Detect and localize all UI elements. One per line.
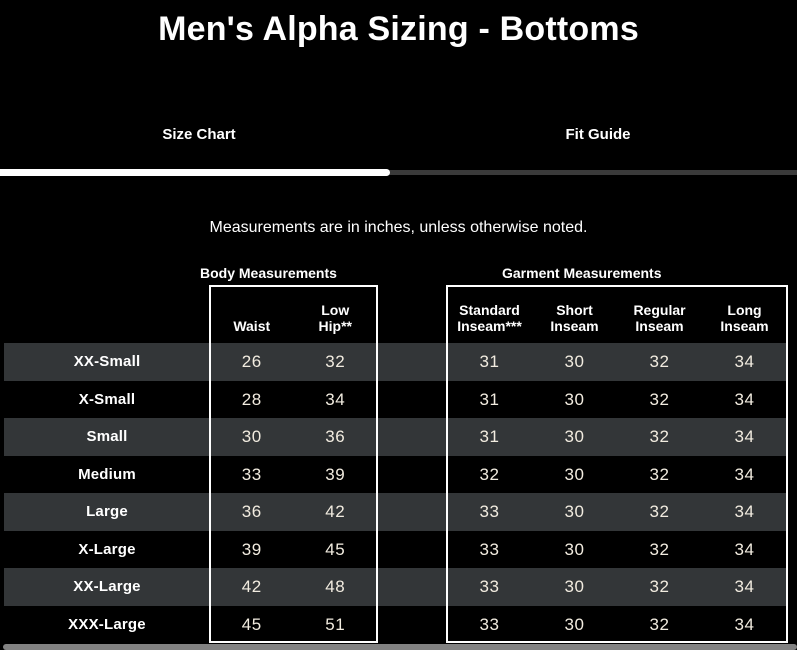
measurement-cell: 30 (564, 389, 585, 409)
measurement-cell: 39 (325, 464, 346, 484)
measurement-cell: 33 (479, 577, 500, 596)
measurement-cell: 30 (564, 352, 585, 371)
size-label-cell: X-Small (78, 390, 136, 408)
measurement-cell: 34 (734, 614, 755, 634)
tab-underline-track (0, 170, 797, 175)
measurement-cell: 32 (649, 539, 670, 559)
measurement-cell: 34 (734, 502, 755, 521)
column-header-label: Long Inseam (720, 302, 769, 334)
table-row: Small 30 36 31 30 32 34 (4, 418, 787, 456)
measurement-cell: 30 (564, 577, 585, 596)
table-row: XX-Small 26 32 31 30 32 34 (4, 343, 787, 381)
measurement-cell: 32 (649, 389, 670, 409)
measurement-cell: 45 (241, 614, 262, 634)
measurement-cell: 42 (325, 502, 346, 521)
measurement-cell: 32 (649, 427, 670, 446)
measurement-cell: 45 (325, 539, 346, 559)
measurement-cell: 32 (649, 577, 670, 596)
size-label-cell: Large (86, 503, 128, 520)
measurement-note: Measurements are in inches, unless other… (209, 219, 588, 236)
measurement-cell: 28 (241, 389, 262, 409)
measurement-cell: 39 (241, 539, 262, 559)
measurement-cell: 33 (479, 502, 500, 521)
horizontal-scrollbar[interactable] (3, 644, 797, 650)
measurement-cell: 31 (479, 389, 500, 409)
table-row: Large 36 42 33 30 32 34 (4, 493, 787, 531)
group-label-garment-measurements: Garment Measurements (502, 265, 662, 281)
size-label-cell: Medium (78, 465, 136, 483)
column-header: Long Inseam (702, 287, 787, 341)
size-label-cell: XX-Small (73, 353, 141, 370)
active-tab-indicator (0, 169, 390, 176)
measurement-cell: 32 (325, 352, 346, 371)
column-header-label: Regular Inseam (633, 302, 686, 334)
measurement-cell: 48 (325, 577, 346, 596)
size-label-cell: Small (86, 428, 128, 445)
measurement-cell: 34 (325, 389, 346, 409)
column-header-label: Standard Inseam*** (457, 302, 522, 334)
size-label-cell: XXX-Large (68, 615, 146, 633)
measurement-cell: 34 (734, 577, 755, 596)
column-header-label: Low Hip** (318, 302, 352, 334)
column-header: Short Inseam (532, 287, 617, 341)
measurement-cell: 34 (734, 464, 755, 484)
measurement-cell: 30 (564, 427, 585, 446)
column-header: Regular Inseam (617, 287, 702, 341)
group-label-body-measurements: Body Measurements (200, 265, 337, 281)
measurement-cell: 36 (241, 502, 262, 521)
table-row: XXX-Large 45 51 33 30 32 34 (4, 606, 787, 644)
tab-fit-guide[interactable]: Fit Guide (565, 126, 631, 143)
size-label-cell: X-Large (78, 540, 136, 558)
measurement-cell: 34 (734, 427, 755, 446)
table-row: Medium 33 39 32 30 32 34 (4, 456, 787, 494)
measurement-cell: 32 (479, 464, 500, 484)
table-row: X-Large 39 45 33 30 32 34 (4, 531, 787, 569)
size-label-cell: XX-Large (73, 578, 141, 595)
measurement-cell: 42 (241, 577, 262, 596)
measurement-cell: 30 (241, 427, 262, 446)
measurement-cell: 33 (479, 539, 500, 559)
measurement-cell: 34 (734, 389, 755, 409)
column-header-label: Waist (233, 318, 271, 334)
measurement-cell: 34 (734, 539, 755, 559)
measurement-cell: 30 (564, 464, 585, 484)
measurement-cell: 33 (241, 464, 262, 484)
page-title: Men's Alpha Sizing - Bottoms (158, 10, 639, 48)
measurement-cell: 30 (564, 502, 585, 521)
column-header: Low Hip** (294, 287, 378, 341)
measurement-cell: 32 (649, 352, 670, 371)
measurement-cell: 51 (325, 614, 346, 634)
measurement-cell: 31 (479, 427, 500, 446)
measurement-cell: 32 (649, 502, 670, 521)
measurement-cell: 34 (734, 352, 755, 371)
table-row: XX-Large 42 48 33 30 32 34 (4, 568, 787, 606)
column-header-label: Short Inseam (550, 302, 599, 334)
measurement-cell: 32 (649, 464, 670, 484)
measurement-cell: 32 (649, 614, 670, 634)
measurement-cell: 36 (325, 427, 346, 446)
column-header: Standard Inseam*** (447, 287, 532, 341)
table-row: X-Small 28 34 31 30 32 34 (4, 381, 787, 419)
column-header: Waist (210, 287, 294, 341)
tab-size-chart[interactable]: Size Chart (162, 126, 236, 143)
measurement-cell: 30 (564, 614, 585, 634)
measurement-cell: 31 (479, 352, 500, 371)
measurement-cell: 26 (241, 352, 262, 371)
measurement-cell: 33 (479, 614, 500, 634)
measurement-cell: 30 (564, 539, 585, 559)
